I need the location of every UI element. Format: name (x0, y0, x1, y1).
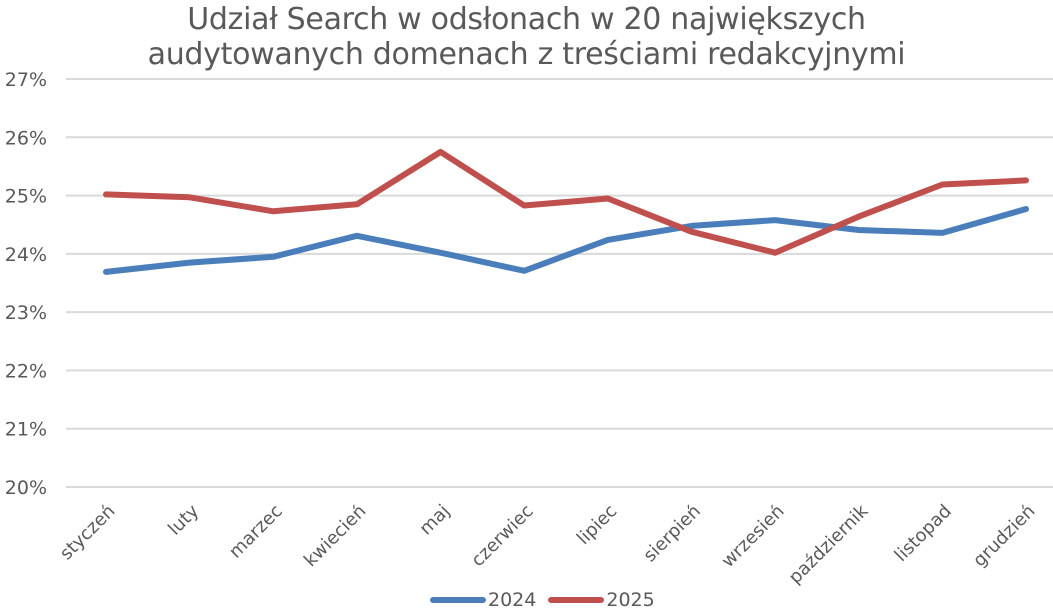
x-tick-label: luty (164, 500, 203, 539)
x-tick-label: marzec (225, 501, 287, 563)
chart-title: Udział Search w odsłonach w 20 największ… (0, 2, 1053, 72)
legend-swatch-2024 (430, 597, 486, 603)
x-tick-label: kwiecień (300, 501, 370, 571)
x-tick-label: październik (785, 500, 873, 588)
legend: 2024 2025 (430, 588, 667, 612)
x-tick-label: maj (415, 501, 454, 540)
chart-title-line-2: audytowanych domenach z treściami redakc… (147, 37, 906, 72)
y-tick-label: 25% (5, 186, 47, 208)
y-tick-label: 23% (5, 302, 47, 324)
series-line-2024 (103, 206, 1029, 275)
gridlines (66, 78, 1053, 488)
x-tick-label: styczeń (56, 501, 120, 565)
y-tick-label: 26% (5, 127, 47, 149)
x-tick-label: listopad (891, 501, 956, 566)
legend-item-2025: 2025 (548, 589, 655, 611)
y-axis: 20% 21% 22% 23% 24% 25% 26% 27% (5, 69, 47, 499)
series-lines (103, 148, 1029, 275)
legend-swatch-2025 (548, 597, 605, 603)
y-tick-label: 24% (5, 244, 47, 266)
x-tick-label: czerwiec (467, 501, 537, 571)
chart-title-line-1: Udział Search w odsłonach w 20 największ… (187, 2, 866, 37)
x-tick-label: lipiec (573, 501, 621, 549)
x-tick-label: grudzień (969, 501, 1039, 571)
series-line-2025 (103, 148, 1029, 256)
legend-label-2025: 2025 (606, 589, 655, 611)
legend-item-2024: 2024 (430, 589, 536, 611)
x-tick-label: wrzesień (718, 501, 789, 572)
y-tick-label: 20% (5, 477, 47, 499)
y-tick-label: 27% (5, 69, 47, 91)
x-axis: styczeń luty marzec kwiecień maj czerwiec lipi… (56, 500, 1040, 588)
x-tick-label: sierpień (639, 501, 705, 567)
y-tick-label: 22% (5, 360, 47, 382)
y-tick-label: 21% (5, 419, 47, 441)
legend-label-2024: 2024 (488, 589, 537, 611)
